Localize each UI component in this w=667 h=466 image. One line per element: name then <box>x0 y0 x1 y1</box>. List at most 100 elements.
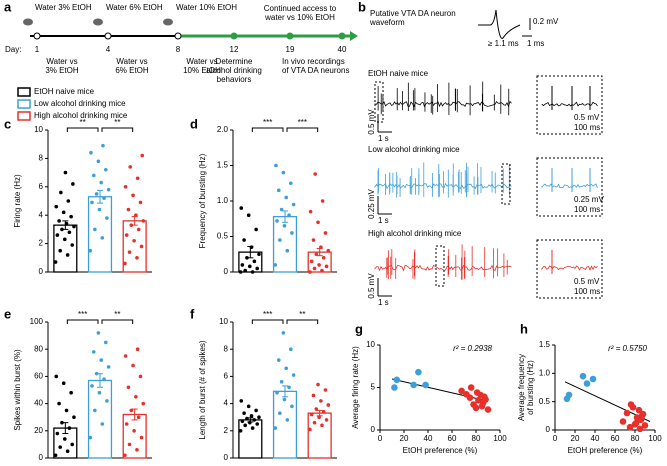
data-point <box>124 233 129 237</box>
data-point <box>63 170 68 175</box>
y-tick-label: 1.5 <box>217 161 229 170</box>
data-point <box>99 180 104 185</box>
data-point <box>324 264 329 269</box>
continued-label: water vs 10% EtOH <box>264 13 335 22</box>
scale-label: 0.25 mV <box>574 195 604 204</box>
significance-label: *** <box>78 310 87 319</box>
y-tick-label: 80 <box>34 344 43 353</box>
y-axis-label: of bursting (Hz) <box>526 360 535 415</box>
bar <box>238 419 263 459</box>
data-point <box>316 382 320 387</box>
data-point <box>319 399 323 403</box>
y-tick-label: 0 <box>371 425 376 434</box>
data-point <box>239 399 244 403</box>
data-point <box>410 381 417 389</box>
data-point <box>67 426 72 430</box>
scale-label: 0.2 mV <box>533 17 559 26</box>
x-tick-label: 60 <box>448 434 457 443</box>
trace-title: Low alcohol drinking mice <box>368 145 460 154</box>
phase-bottom: 6% EtOH <box>115 66 149 75</box>
data-point <box>61 210 66 215</box>
data-point <box>415 368 422 376</box>
data-point <box>324 418 329 422</box>
day-value: 1 <box>35 45 40 54</box>
x-axis-label: EtOH preference (%) <box>568 446 643 455</box>
data-point <box>58 445 62 449</box>
data-point <box>129 223 134 227</box>
y-tick-label: 10 <box>34 125 43 134</box>
x-tick-label: 80 <box>631 434 640 443</box>
scale-label: 0.5 mV <box>367 273 376 299</box>
y-tick-label: 2 <box>39 239 44 248</box>
data-point <box>123 354 128 358</box>
x-tick-label: 20 <box>400 434 409 443</box>
data-point <box>132 429 136 433</box>
data-point <box>240 419 245 424</box>
data-point <box>64 408 69 413</box>
timeline-node <box>230 32 238 40</box>
y-tick-label: 1.5 <box>539 340 551 349</box>
y-tick-label: 2.0 <box>217 125 229 134</box>
legend-label: EtOH naive mice <box>34 87 95 96</box>
x-axis-label: EtOH preference (%) <box>403 446 478 455</box>
data-point <box>134 395 138 399</box>
data-point <box>69 214 73 219</box>
data-point <box>101 143 105 148</box>
data-point <box>102 377 106 381</box>
event-label: alcohol drinking <box>206 66 262 75</box>
y-tick-label: 40 <box>34 399 43 408</box>
data-point <box>89 150 93 155</box>
panel-label: d <box>190 116 198 131</box>
data-point <box>72 415 76 420</box>
phase-top: Water 6% EtOH <box>106 3 163 12</box>
data-point <box>245 255 249 260</box>
data-point <box>473 389 481 396</box>
trace-title: High alcohol drinking mice <box>368 229 462 238</box>
data-point <box>320 268 324 273</box>
data-point <box>245 416 249 421</box>
y-tick-label: 60 <box>34 372 43 381</box>
data-point <box>326 403 331 407</box>
data-point <box>140 153 145 158</box>
timeline-arrow <box>350 31 358 41</box>
data-point <box>247 264 252 269</box>
mouse-icon <box>23 18 33 26</box>
data-point <box>135 347 140 352</box>
data-point <box>238 429 243 433</box>
data-point <box>100 422 105 426</box>
data-point <box>627 401 635 408</box>
panel-label: e <box>4 306 11 321</box>
y-tick-label: 6 <box>224 372 229 381</box>
y-axis-label: Spikes within burst (%) <box>13 349 22 431</box>
data-point <box>309 412 314 417</box>
data-point <box>250 426 255 430</box>
data-point <box>316 220 320 225</box>
data-point <box>393 376 401 384</box>
inset-box <box>536 239 603 299</box>
data-point <box>291 202 296 207</box>
scale-label: 0.5 mV <box>574 113 600 122</box>
scale-label: 0.25 mV <box>367 188 376 218</box>
data-point <box>291 373 296 377</box>
x-tick-label: 40 <box>424 434 433 443</box>
r-squared: r² = 0.5750 <box>608 344 647 353</box>
event-label: In vivo recordings <box>282 57 345 66</box>
data-point <box>105 216 109 220</box>
y-tick-label: 6 <box>39 182 44 191</box>
timeline-node <box>33 32 41 40</box>
y-tick-label: 1.0 <box>217 196 229 205</box>
timeline-node <box>104 32 112 40</box>
data-point <box>57 219 61 223</box>
data-point <box>242 411 246 415</box>
data-point <box>249 414 254 418</box>
trace-baseline <box>374 264 512 272</box>
data-point <box>53 260 58 264</box>
data-point <box>313 172 317 176</box>
data-point <box>254 408 258 413</box>
data-point <box>66 199 71 203</box>
y-tick-label: 1.0 <box>539 368 551 377</box>
data-point <box>279 380 284 384</box>
x-tick-label: 100 <box>493 434 507 443</box>
data-point <box>59 190 63 195</box>
inset-trace <box>541 265 598 271</box>
